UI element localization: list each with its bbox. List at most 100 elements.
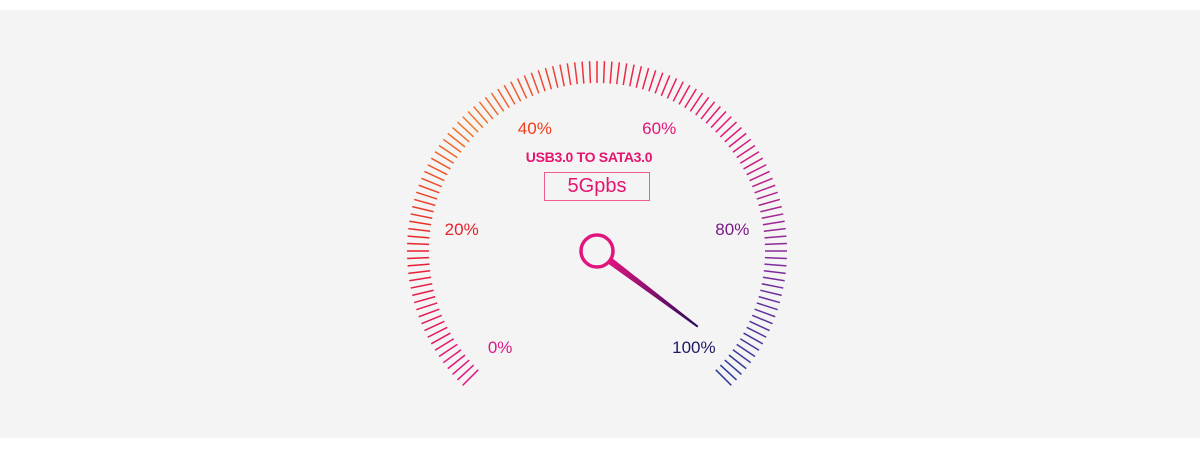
gauge-tick	[705, 106, 721, 124]
gauge-tick	[418, 184, 440, 194]
gauge-tick	[746, 326, 767, 338]
gauge-tick	[762, 276, 785, 282]
gauge-tick	[462, 369, 479, 386]
gauge-tick	[530, 72, 540, 94]
gauge-tick	[758, 198, 781, 207]
gauge-tick	[497, 88, 510, 109]
gauge-tick	[410, 283, 433, 289]
gauge-tick	[736, 343, 756, 358]
background-panel	[0, 10, 1200, 438]
scale-label: 40%	[517, 118, 552, 138]
gauge-tick	[719, 121, 738, 138]
gauge-tick	[418, 308, 440, 318]
gauge-needle	[579, 233, 699, 328]
gauge-tick	[516, 78, 528, 99]
gauge-tick	[430, 332, 451, 345]
gauge-tick	[762, 220, 785, 226]
speed-value: 5Gpbs	[567, 175, 627, 197]
gauge-tick	[763, 227, 786, 232]
gauge-tick	[602, 61, 606, 84]
gauge-tick	[434, 338, 455, 351]
gauge-tick	[490, 92, 505, 112]
gauge-tick	[581, 61, 585, 84]
gauge-tick	[409, 276, 432, 282]
scale-label: 0%	[487, 337, 513, 357]
gauge-tick	[761, 283, 784, 289]
gauge-tick	[684, 88, 697, 109]
gauge-tick	[743, 332, 764, 345]
gauge-tick	[635, 66, 643, 88]
gauge-tick	[438, 343, 458, 358]
gauge-tick	[559, 64, 565, 87]
gauge-tick	[743, 157, 764, 170]
speed-value-box: 5Gpbs	[544, 172, 650, 201]
gauge-tick	[447, 354, 466, 370]
gauge-tick	[739, 338, 760, 351]
gauge-tick	[424, 320, 445, 332]
gauge-title: USB3.0 TO SATA3.0	[525, 149, 653, 165]
gauge-tick	[573, 62, 578, 85]
gauge-tick	[710, 110, 727, 129]
gauge-tick	[763, 270, 786, 275]
gauge-tick	[764, 263, 787, 267]
gauge-tick	[424, 170, 445, 182]
gauge-tick	[749, 320, 770, 332]
gauge-tick	[715, 116, 732, 133]
gauge-tick	[728, 354, 747, 370]
needle-hub	[579, 233, 615, 269]
gauge-tick	[413, 198, 436, 207]
gauge-tick	[462, 116, 479, 133]
gauge-tick	[478, 101, 494, 120]
gauge-tick	[442, 138, 462, 153]
gauge-ticks	[407, 61, 787, 386]
gauge-tick	[700, 101, 716, 120]
gauge-tick	[438, 144, 458, 159]
gauge-tick	[503, 84, 516, 105]
gauge-tick	[764, 235, 787, 239]
gauge-tick	[732, 138, 752, 153]
gauge-tick	[407, 242, 430, 246]
gauge-tick	[609, 61, 613, 84]
gauge-tick	[430, 157, 451, 170]
gauge-tick	[413, 295, 436, 304]
gauge-tick	[749, 170, 770, 182]
gauge-tick	[760, 205, 782, 213]
gauge-tick	[421, 177, 443, 188]
scale-label: 100%	[672, 337, 716, 357]
gauge-tick	[724, 359, 742, 375]
gauge-tick	[409, 220, 432, 226]
gauge-tick	[421, 314, 443, 325]
gauge-tick	[761, 213, 784, 219]
gauge-tick	[434, 151, 455, 164]
gauge-tick	[760, 289, 782, 297]
scale-label: 80%	[715, 219, 750, 239]
gauge-tick	[654, 72, 664, 94]
gauge-tick	[758, 295, 781, 304]
gauge-tick	[537, 70, 546, 92]
gauge-tick	[616, 62, 621, 85]
gauge-tick	[689, 92, 704, 112]
gauge-tick	[648, 70, 657, 92]
gauge-tick	[407, 235, 430, 239]
gauge-tick	[452, 359, 470, 375]
gauge-tick	[412, 205, 434, 213]
gauge-tick	[629, 64, 635, 87]
gauge-tick	[566, 63, 572, 86]
gauge-tick	[467, 110, 484, 129]
gauge-tick	[408, 227, 431, 232]
gauge-tick	[678, 84, 691, 105]
gauge-tick	[452, 127, 470, 143]
gauge-tick	[724, 127, 742, 143]
gauge-tick	[407, 263, 430, 267]
gauge-tick	[442, 349, 462, 364]
gauge-tick	[764, 256, 787, 260]
gauge-tick	[523, 75, 534, 97]
gauge-tick	[551, 66, 559, 88]
gauge-tick	[732, 349, 752, 364]
gauge-tick	[756, 302, 778, 311]
gauge-tick	[622, 63, 628, 86]
gauge-tick	[660, 75, 671, 97]
gauge-tick	[427, 164, 448, 176]
gauge-tick	[746, 164, 767, 176]
